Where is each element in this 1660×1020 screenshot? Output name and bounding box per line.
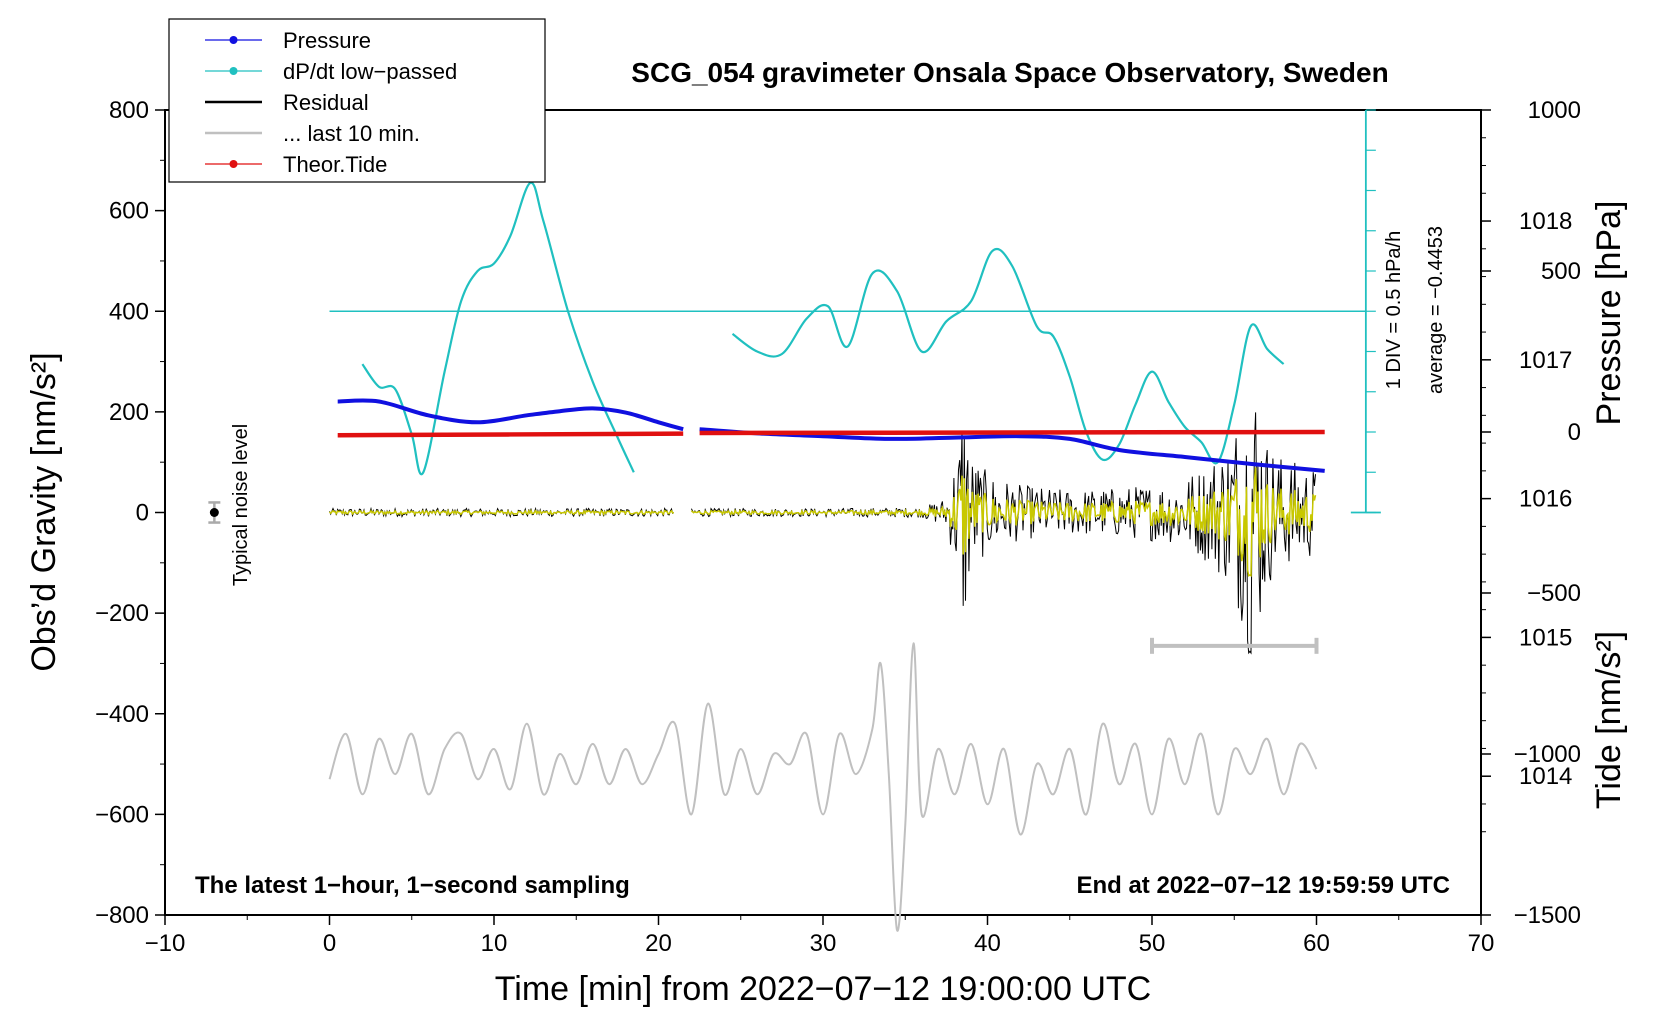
y-tick-label: −800: [95, 902, 149, 929]
chart-title: SCG_054 gravimeter Onsala Space Observat…: [631, 57, 1388, 88]
y-tick-label: 800: [109, 97, 149, 124]
legend-label: dP/dt low−passed: [283, 59, 457, 84]
legend: Pressure dP/dt low−passed Residual ... last…: [168, 18, 546, 183]
y-axis-title-left: Obs’d Gravity [nm/s²]: [25, 352, 63, 671]
legend-label: Pressure: [283, 28, 371, 53]
legend-item: Pressure: [205, 28, 371, 53]
axes-layer: −10 0 10 20 30 40 50 60 70 800 600 400 200 0 −200 −400 −…: [95, 97, 1581, 957]
series-residual-filtered-line: [328, 508, 674, 516]
y-tick-label: 0: [136, 500, 149, 527]
pressure-tick-label: 1015: [1519, 624, 1572, 651]
series-tide-line: [337, 431, 684, 438]
series-pressure-line: [699, 427, 1325, 473]
dpdt-scale-label: 1 DIV = 0.5 hPa/h: [1383, 231, 1405, 389]
noise-level-label: Typical noise level: [230, 424, 252, 586]
x-tick-label: 0: [323, 930, 336, 957]
legend-item: dP/dt low−passed: [205, 59, 457, 84]
legend-marker: [229, 160, 238, 168]
tide-tick-label: −500: [1527, 580, 1581, 607]
x-tick-label: 70: [1468, 930, 1495, 957]
tide-tick-label: 1000: [1528, 97, 1581, 124]
y-tick-label: −400: [95, 701, 149, 728]
x-tick-label: 20: [645, 930, 672, 957]
y-axis-title-pressure: Pressure [hPa]: [1590, 201, 1628, 426]
x-tick-label: 30: [810, 930, 837, 957]
caption-left: The latest 1−hour, 1−second sampling: [195, 872, 630, 899]
x-tick-label: 10: [481, 930, 508, 957]
y-axis-title-tide: Tide [nm/s²]: [1590, 631, 1628, 809]
x-tick-label: 60: [1303, 930, 1330, 957]
legend-label: ... last 10 min.: [283, 121, 420, 146]
pressure-tick-label: 1014: [1519, 763, 1572, 790]
y-tick-label: −600: [95, 801, 149, 828]
series-residual-filtered-line: [690, 467, 1317, 578]
x-tick-label: 50: [1139, 930, 1166, 957]
pressure-tick-label: 1017: [1519, 347, 1572, 374]
pressure-tick-label: 1016: [1519, 486, 1572, 513]
series-dpdt-line: [361, 181, 635, 476]
y-tick-label: 200: [109, 399, 149, 426]
annotation-layer: [208, 109, 1381, 654]
series-layer: [328, 181, 1325, 932]
y-tick-label: −200: [95, 600, 149, 627]
pressure-tick-label: 1018: [1519, 208, 1572, 235]
series-pressure-line: [337, 398, 684, 432]
tide-tick-label: −1500: [1514, 902, 1581, 929]
legend-item: ... last 10 min.: [205, 121, 420, 146]
tide-tick-label: −1000: [1514, 741, 1581, 768]
legend-item: Residual: [205, 90, 369, 115]
dpdt-average-label: average = −0.4453: [1425, 226, 1447, 394]
legend-item: Theor.Tide: [205, 152, 387, 177]
legend-label: Theor.Tide: [283, 152, 387, 177]
x-axis-title: Time [min] from 2022−07−12 19:00:00 UTC: [495, 970, 1151, 1008]
noise-level-point: [209, 508, 219, 517]
tide-tick-label: 500: [1541, 258, 1581, 285]
legend-marker: [229, 36, 238, 44]
series-tide-line: [699, 429, 1325, 436]
legend-label: Residual: [283, 90, 369, 115]
x-tick-label: −10: [145, 930, 186, 957]
tide-tick-label: 0: [1568, 419, 1581, 446]
y-tick-label: 600: [109, 198, 149, 225]
legend-items: Pressure dP/dt low−passed Residual ... last…: [205, 28, 457, 177]
legend-box: [168, 18, 546, 183]
series-last10-line: [328, 642, 1318, 932]
series-dpdt-line: [731, 247, 1285, 465]
x-tick-label: 40: [974, 930, 1001, 957]
caption-right: End at 2022−07−12 19:59:59 UTC: [1076, 872, 1450, 899]
legend-marker: [229, 67, 238, 75]
y-tick-label: 400: [109, 298, 149, 325]
